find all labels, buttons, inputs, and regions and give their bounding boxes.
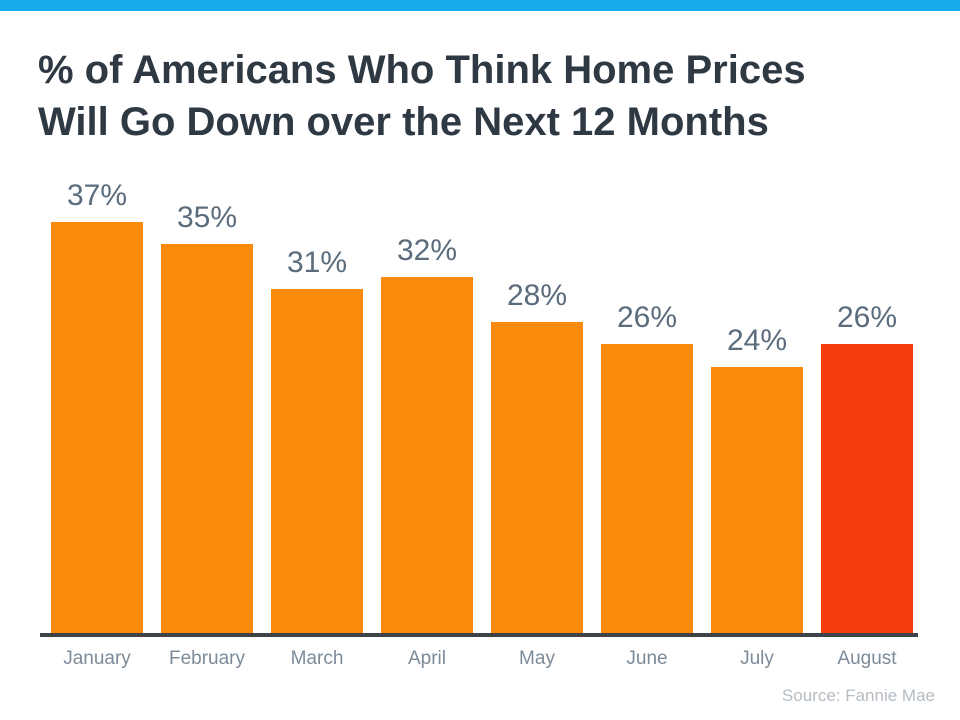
bar-july	[711, 367, 803, 635]
bar-january	[51, 222, 143, 635]
page-title-line-2: Will Go Down over the Next 12 Months	[38, 100, 769, 144]
bar-april	[381, 277, 473, 635]
bar-june	[601, 344, 693, 635]
x-axis-label: January	[63, 648, 131, 669]
x-axis-label: February	[168, 648, 246, 669]
bar-value-label: 35%	[176, 201, 238, 234]
x-axis-label: August	[837, 648, 897, 669]
x-axis-label: June	[626, 648, 668, 669]
x-axis-label: April	[407, 648, 446, 669]
source-credit: Source: Fannie Mae	[781, 686, 935, 705]
bar-value-label: 28%	[506, 279, 568, 312]
page-title: % of Americans Who Think Home Prices Wil…	[38, 44, 938, 148]
bar-value-label: 26%	[836, 301, 898, 334]
bar-august	[821, 344, 913, 635]
page-title-line-1: % of Americans Who Think Home Prices	[38, 48, 806, 92]
x-axis-label: March	[290, 648, 344, 669]
bar-value-label: 31%	[286, 246, 348, 279]
bar-value-label: 26%	[616, 301, 678, 334]
bar-may	[491, 322, 583, 635]
x-axis-label: July	[740, 648, 774, 669]
x-axis-label: May	[519, 648, 555, 669]
top-accent-bar	[0, 0, 960, 11]
bar-march	[271, 289, 363, 635]
bar-value-label: 24%	[726, 324, 788, 357]
bar-value-label: 32%	[396, 234, 458, 267]
bar-value-label: 37%	[66, 179, 128, 212]
bar-february	[161, 244, 253, 635]
x-axis-line	[40, 633, 918, 637]
